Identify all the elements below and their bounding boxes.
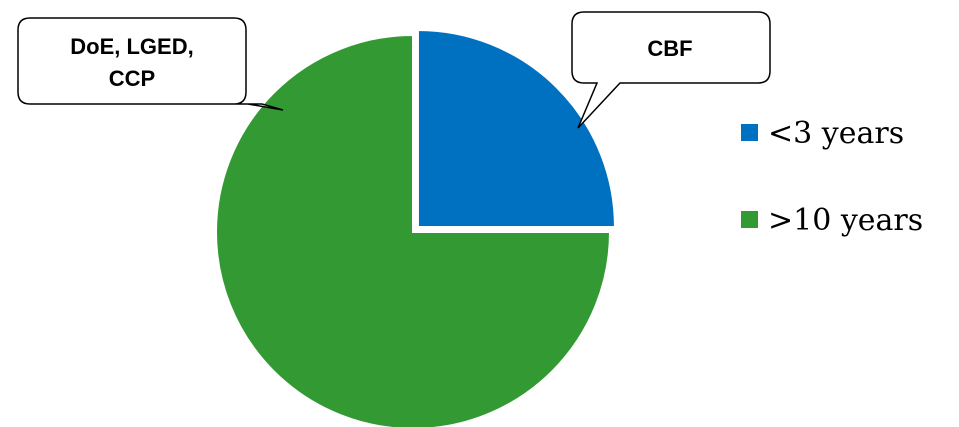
callout-cbf-label: CBF bbox=[647, 36, 692, 61]
callout-doe-bubble bbox=[17, 17, 284, 111]
legend-swatch-gt10 bbox=[741, 211, 758, 228]
legend-swatch-lt3 bbox=[741, 124, 758, 141]
callout-doe-line2: CCP bbox=[109, 66, 155, 91]
pie-slice-gt10-years bbox=[215, 33, 612, 427]
callout-doe-line1: DoE, LGED, bbox=[70, 34, 193, 59]
legend-label-gt10: >10 years bbox=[768, 203, 923, 238]
pie-slices bbox=[215, 29, 616, 427]
legend: <3 years >10 years bbox=[741, 116, 923, 238]
legend-label-lt3: <3 years bbox=[768, 116, 904, 151]
callout-cbf: CBF bbox=[571, 11, 771, 129]
callout-cbf-bubble bbox=[571, 11, 771, 129]
pie-slice-lt3-years bbox=[416, 29, 616, 229]
callout-doe-lged-ccp: DoE, LGED, CCP bbox=[17, 17, 284, 111]
